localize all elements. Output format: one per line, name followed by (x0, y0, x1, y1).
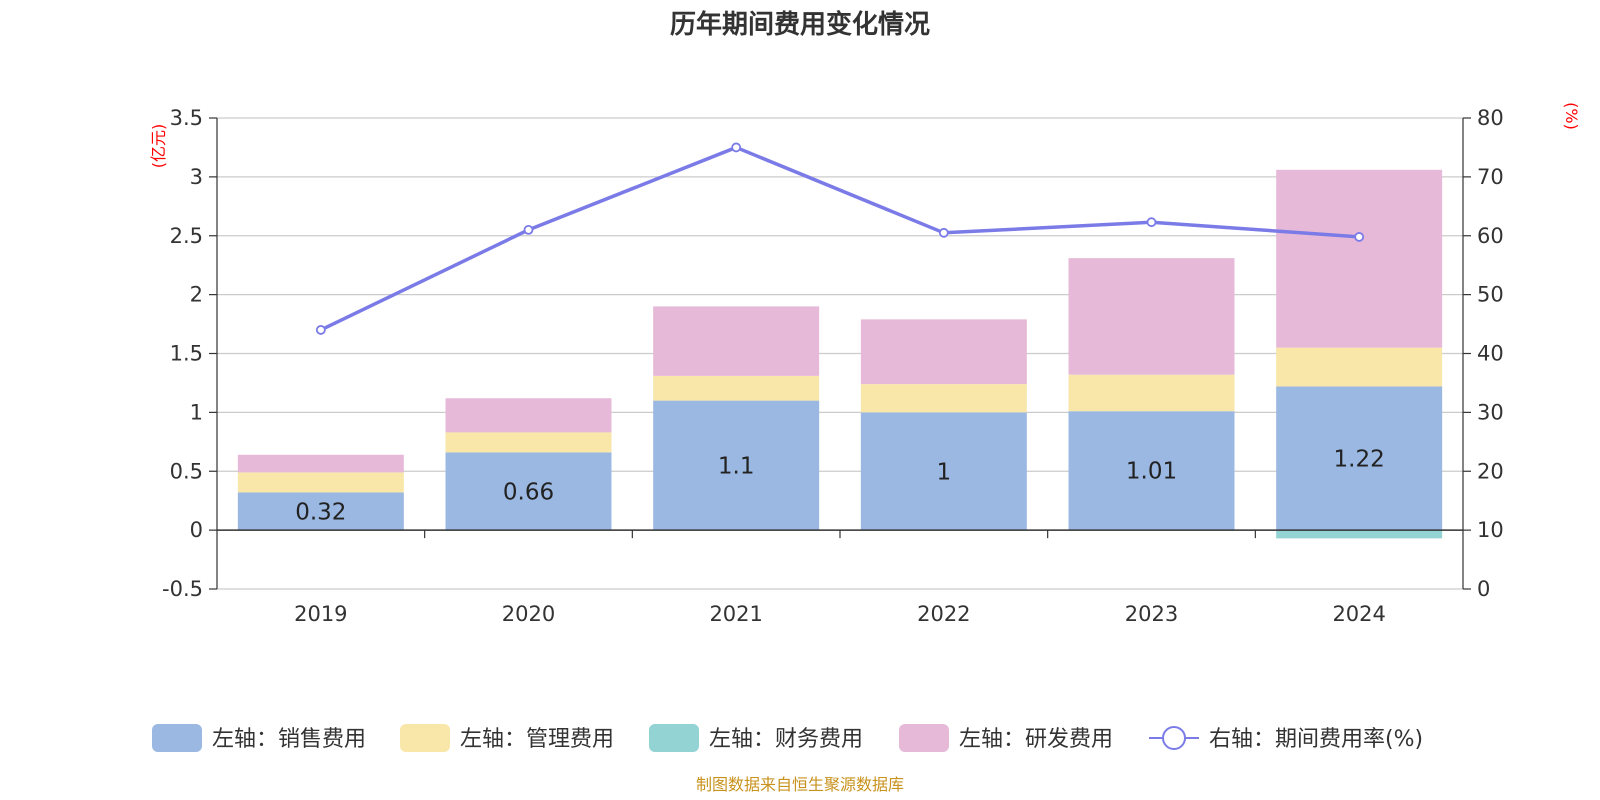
bar-segment (445, 398, 612, 433)
bar-segment (1068, 411, 1235, 531)
bar-segment (445, 452, 612, 531)
gridlines (217, 117, 1463, 590)
axes: 3.5 3 2.5 2 1.5 1 0.5 0 -0.5 80 70 60 50 40 30 20 10 0 201… (162, 106, 1504, 626)
left-tick-label: -0.5 (162, 577, 203, 601)
right-tick-label: 60 (1477, 224, 1504, 248)
bar-segment (237, 454, 404, 473)
right-tick-label: 50 (1477, 283, 1504, 307)
bar-labels: 0.32 0.66 1.1 1 1.01 1.22 (295, 446, 1385, 525)
category-label: 2023 (1125, 602, 1178, 626)
bar-segment (653, 400, 820, 531)
left-tick-label: 3 (190, 165, 203, 189)
right-tick-label: 20 (1477, 459, 1504, 483)
legend-label: 左轴：研发费用 (959, 727, 1113, 752)
rate-point (938, 227, 949, 238)
right-tick-label: 10 (1477, 518, 1504, 542)
bar-value-label: 0.66 (503, 479, 554, 505)
category-label: 2019 (294, 602, 347, 626)
legend-swatch (400, 724, 450, 752)
legend: 左轴：销售费用 左轴：管理费用 左轴：财务费用 左轴：研发费用 右轴：期间费用率(%) (152, 724, 1423, 752)
left-tick-label: 3.5 (170, 106, 203, 130)
bar-segment (860, 412, 1027, 531)
category-label: 2020 (502, 602, 555, 626)
rate-point (1354, 232, 1365, 242)
right-axis-unit: (%) (1562, 102, 1581, 130)
bar-value-label: 1.01 (1126, 459, 1177, 485)
legend-marker (1162, 726, 1186, 750)
bar-segment (445, 432, 612, 453)
bar-value-label: 1.22 (1334, 446, 1385, 472)
bar-segment (1276, 386, 1443, 531)
rate-point (731, 142, 742, 153)
bar-segment (1276, 169, 1443, 348)
left-tick-label: 0.5 (170, 459, 203, 483)
rate-line-path (320, 145, 1360, 332)
right-tick-label: 30 (1477, 400, 1504, 424)
bar-value-label: 1.1 (718, 453, 755, 479)
category-label: 2021 (709, 602, 762, 626)
legend-label: 右轴：期间费用率(%) (1209, 727, 1423, 752)
category-label: 2024 (1332, 602, 1385, 626)
bar-segment (1276, 530, 1443, 539)
left-tick-label: 2.5 (170, 224, 203, 248)
rate-line (315, 142, 1365, 335)
rate-point (315, 325, 326, 335)
left-tick-label: 2 (190, 283, 203, 307)
bar-segment (1276, 347, 1443, 387)
left-tick-label: 0 (190, 518, 203, 542)
legend-swatch (649, 724, 699, 752)
bar-segment (653, 375, 820, 401)
right-tick-label: 0 (1477, 577, 1490, 601)
chart-title: 历年期间费用变化情况 (670, 9, 930, 40)
bar-segment (237, 492, 404, 531)
right-tick-label: 40 (1477, 342, 1504, 366)
legend-swatch (152, 724, 202, 752)
bars (237, 169, 1443, 539)
bar-segment (1068, 258, 1235, 375)
data-source-note: 制图数据来自恒生聚源数据库 (696, 775, 904, 794)
left-tick-label: 1.5 (170, 342, 203, 366)
left-tick-label: 1 (190, 400, 203, 424)
bar-segment (1068, 374, 1235, 412)
category-label: 2022 (917, 602, 970, 626)
legend-swatch (899, 724, 949, 752)
bar-segment (237, 472, 404, 493)
rate-point (523, 224, 534, 235)
legend-label: 左轴：财务费用 (709, 727, 863, 752)
left-axis-unit: (亿元) (149, 124, 168, 169)
legend-label: 左轴：销售费用 (212, 727, 366, 752)
right-tick-label: 70 (1477, 165, 1504, 189)
bar-value-label: 1 (937, 459, 952, 485)
rate-point (1146, 217, 1157, 228)
legend-label: 左轴：管理费用 (460, 727, 614, 752)
bar-segment (653, 306, 820, 376)
bar-segment (860, 319, 1027, 385)
bar-value-label: 0.32 (295, 499, 346, 525)
bar-segment (860, 384, 1027, 413)
right-tick-label: 80 (1477, 106, 1504, 130)
